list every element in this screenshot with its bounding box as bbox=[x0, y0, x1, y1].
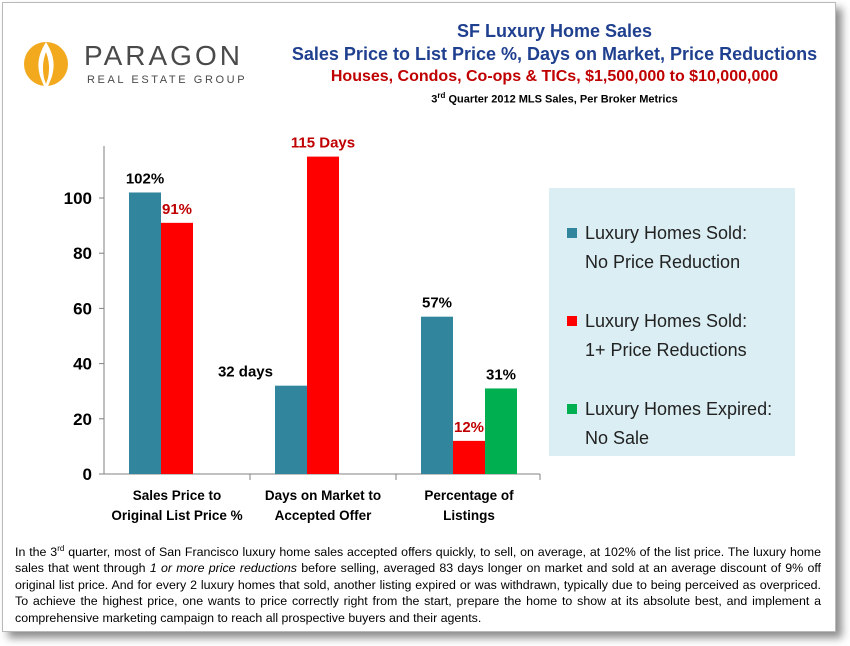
chart-caption: In the 3rd quarter, most of San Francisc… bbox=[15, 543, 821, 625]
bar-1-1 bbox=[129, 192, 161, 475]
y-tick-label: 80 bbox=[73, 244, 92, 263]
data-label: 115 Days bbox=[291, 135, 355, 152]
logo-subtitle: REAL ESTATE GROUP bbox=[87, 74, 248, 86]
paragon-logo: PARAGON REAL ESTATE GROUP bbox=[22, 38, 282, 98]
data-label: 32 days bbox=[218, 364, 273, 381]
bar-1-2 bbox=[275, 385, 307, 474]
x-category-label: Listings bbox=[443, 508, 495, 523]
bar-2-1 bbox=[161, 222, 193, 474]
chart-subtitle: Sales Price to List Price %, Days on Mar… bbox=[291, 44, 818, 64]
paragon-flame-icon bbox=[24, 42, 68, 90]
y-tick-label: 20 bbox=[73, 410, 92, 429]
chart-subtitle-price-range: Houses, Condos, Co-ops & TICs, $1,500,00… bbox=[330, 68, 779, 85]
x-category-label: Days on Market to bbox=[265, 488, 381, 503]
bar-2-2 bbox=[307, 156, 339, 474]
data-label: 31% bbox=[486, 366, 516, 383]
y-tick-label: 100 bbox=[64, 189, 92, 208]
bar-3-3 bbox=[485, 388, 517, 474]
x-category-label: Sales Price to bbox=[133, 488, 222, 503]
x-category-label: Accepted Offer bbox=[275, 508, 373, 523]
data-label: 12% bbox=[454, 419, 484, 436]
logo-wordmark: PARAGON bbox=[84, 40, 243, 71]
legend-swatch bbox=[567, 404, 577, 414]
legend-swatch bbox=[567, 316, 577, 326]
data-label: 57% bbox=[422, 295, 452, 312]
legend-swatch bbox=[567, 228, 577, 238]
y-tick-label: 0 bbox=[83, 465, 92, 484]
bar-2-3 bbox=[453, 440, 485, 474]
y-tick-label: 60 bbox=[73, 299, 92, 318]
chart-legend: Luxury Homes Sold: No Price Reduction Lux… bbox=[549, 188, 795, 456]
data-label: 102% bbox=[126, 170, 164, 187]
x-category-label: Percentage of bbox=[424, 488, 514, 503]
chart-titles: SF Luxury Home Sales Sales Price to List… bbox=[282, 20, 827, 108]
chart-title: SF Luxury Home Sales bbox=[456, 21, 653, 41]
bar-1-3 bbox=[421, 316, 453, 474]
x-category-label: Original List Price % bbox=[111, 508, 242, 523]
chart-subtitle-quarter: 3rd Quarter 2012 MLS Sales, Per Broker M… bbox=[431, 91, 678, 106]
y-tick-label: 40 bbox=[73, 355, 92, 374]
data-label: 91% bbox=[162, 201, 192, 218]
